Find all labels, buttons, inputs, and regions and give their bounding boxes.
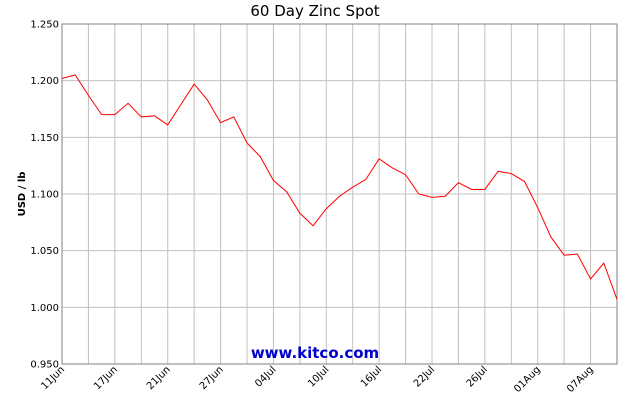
y-tick-label: 0.950 [30,360,59,371]
x-tick-label: 04Jul [253,364,278,389]
x-tick-label: 26Jul [465,364,490,389]
y-tick-label: 1.100 [30,190,59,201]
chart-title: 60 Day Zinc Spot [250,2,379,20]
x-tick-label: 17Jun [92,364,120,392]
x-tick-label: 01Aug [512,364,543,395]
y-axis-label: USD / lb [17,172,28,217]
watermark: www.kitco.com [251,344,379,362]
x-tick-label: 22Jul [412,364,437,389]
plot-border [61,23,618,365]
x-tick-label: 16Jul [359,364,384,389]
x-tick-label: 10Jul [306,364,331,389]
y-tick-label: 1.050 [30,246,59,257]
y-tick-label: 1.200 [30,76,59,87]
x-tick-label: 27Jun [198,364,226,392]
y-tick-label: 1.000 [30,303,59,314]
x-tick-label: 21Jun [145,364,173,392]
price-line [61,74,618,300]
x-tick-label: 07Aug [565,364,596,395]
y-tick-label: 1.250 [30,20,59,31]
y-tick-label: 1.150 [30,133,59,144]
